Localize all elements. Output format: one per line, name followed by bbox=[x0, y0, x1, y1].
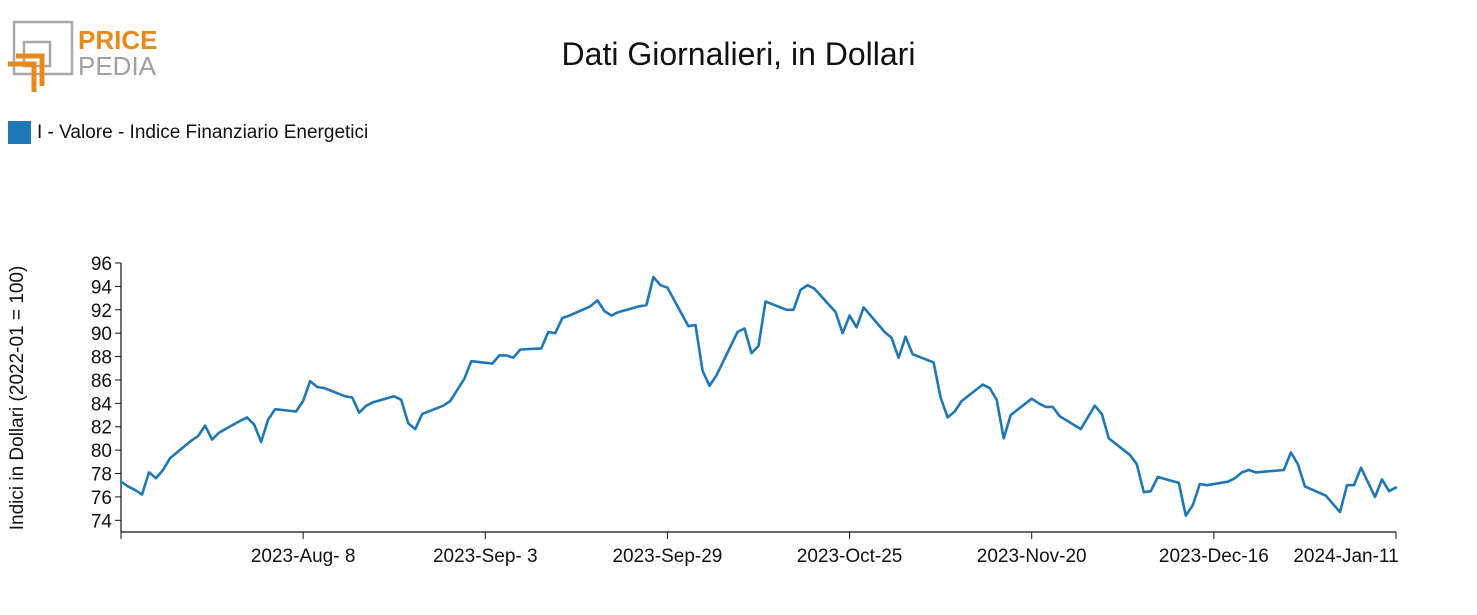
y-tick-label: 86 bbox=[91, 371, 112, 392]
logo-corner-mark-2 bbox=[16, 53, 45, 86]
x-axis: 2023-Aug- 8 2023-Sep- 3 2023-Sep-29 2023-Oc… bbox=[120, 531, 1399, 567]
y-axis-title: Indici in Dollari (2022-01 = 100) bbox=[7, 266, 28, 531]
y-tick-label: 96 bbox=[91, 254, 112, 275]
y-tick-label: 92 bbox=[91, 301, 112, 322]
series-layer bbox=[119, 275, 1398, 517]
legend: I - Valore - Indice Finanziario Energeti… bbox=[8, 121, 368, 144]
y-tick-label: 82 bbox=[91, 418, 112, 439]
y-tick-label: 90 bbox=[91, 324, 112, 345]
y-tick-label: 78 bbox=[91, 465, 112, 486]
y-tick-label: 88 bbox=[91, 348, 112, 369]
series-line bbox=[119, 275, 1398, 517]
y-tick-label: 94 bbox=[91, 277, 113, 298]
y-tick-label: 76 bbox=[91, 488, 112, 509]
legend-label: I - Valore - Indice Finanziario Energeti… bbox=[37, 121, 369, 143]
x-tick-label: 2024-Jan-11 bbox=[1293, 546, 1398, 567]
x-tick-label: 2023-Dec-16 bbox=[1159, 546, 1269, 567]
y-tick-label: 84 bbox=[91, 394, 113, 415]
x-tick-label: 2023-Nov-20 bbox=[977, 546, 1087, 567]
x-tick-label: 2023-Oct-25 bbox=[797, 546, 903, 567]
pricepedia-logo: PRICE PEDIA bbox=[8, 20, 157, 92]
x-tick-label: 2023-Aug- 8 bbox=[251, 546, 356, 567]
logo-corner-mark-1 bbox=[8, 61, 37, 92]
chart-title: Dati Giornalieri, in Dollari bbox=[561, 36, 916, 72]
logo-text-pedia: PEDIA bbox=[78, 51, 157, 81]
logo-text-price: PRICE bbox=[78, 25, 157, 55]
legend-swatch bbox=[8, 121, 31, 144]
x-tick-label: 2023-Sep-29 bbox=[612, 546, 722, 567]
y-tick-label: 80 bbox=[91, 441, 112, 462]
x-tick-label: 2023-Sep- 3 bbox=[433, 546, 538, 567]
y-tick-label: 74 bbox=[91, 511, 113, 532]
